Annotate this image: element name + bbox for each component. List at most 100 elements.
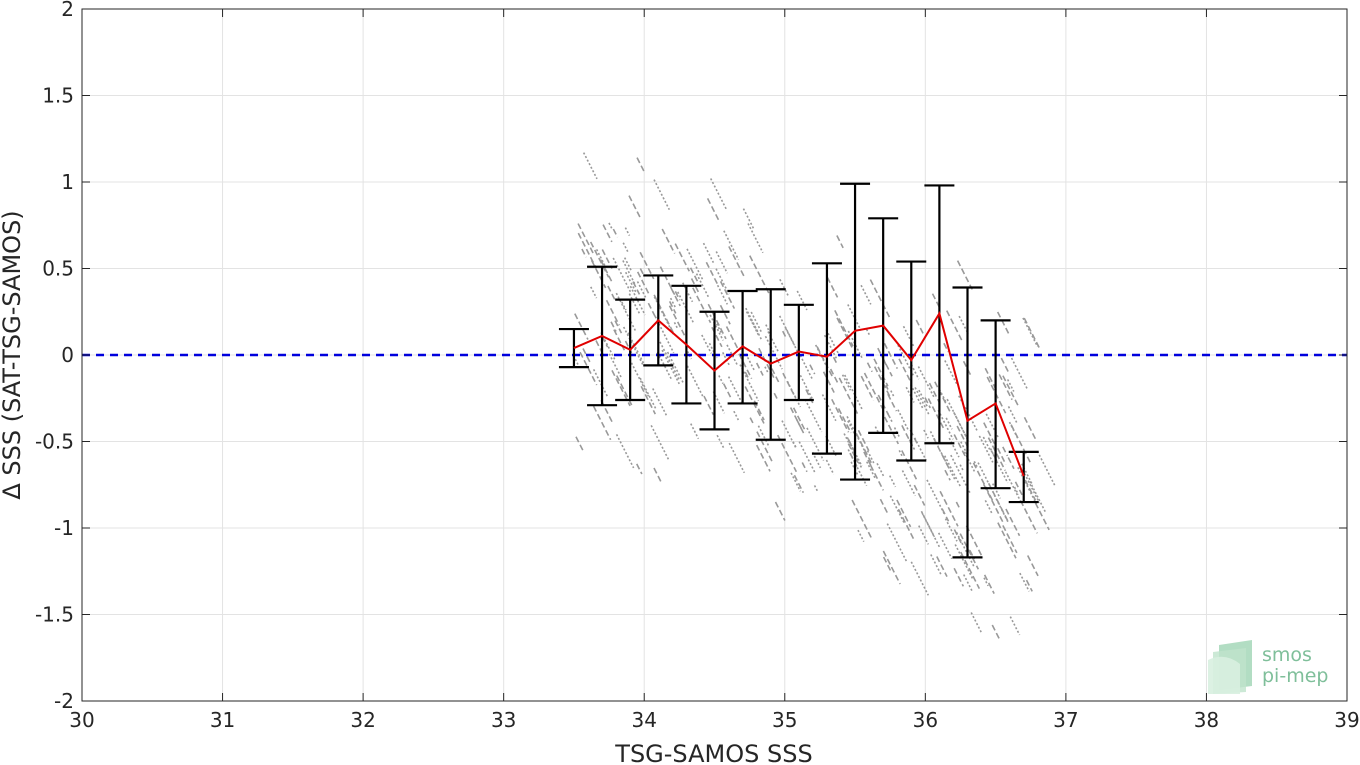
scatter-point (962, 360, 973, 378)
scatter-point (607, 285, 616, 300)
scatter-point (959, 533, 980, 570)
scatter-point (931, 293, 940, 308)
scatter-point (982, 436, 992, 452)
scatter-point (860, 375, 875, 401)
scatter-point (744, 371, 750, 379)
error-bar (952, 286, 983, 559)
scatter-point (883, 416, 900, 445)
scatter-point (882, 556, 892, 571)
scatter-point (624, 227, 631, 236)
scatter-point (863, 451, 872, 467)
scatter-point (574, 313, 589, 340)
scatter-point (773, 392, 779, 401)
scatter-point (920, 510, 936, 538)
scatter-point (718, 375, 724, 384)
scatter-point (673, 322, 679, 329)
scatter-point (944, 360, 959, 386)
scatter-point (659, 341, 681, 381)
scatter-point (778, 315, 796, 346)
wave-icon (1208, 640, 1252, 694)
scatter-point (661, 228, 676, 254)
scatter-point (960, 551, 981, 590)
scatter-point (745, 311, 760, 336)
scatter-point (936, 556, 948, 577)
scatter-point (798, 441, 816, 474)
scatter-point (728, 442, 746, 474)
x-tick-label: 31 (210, 708, 235, 732)
scatter-point (913, 484, 926, 506)
scatter-point (777, 434, 798, 473)
scatter-point (745, 353, 756, 372)
scatter-point (996, 447, 1007, 465)
scatter-point (821, 394, 837, 422)
scatter-point (843, 374, 864, 411)
scatter-point (849, 452, 859, 469)
scatter-point (873, 366, 891, 397)
scatter-point (896, 499, 912, 528)
scatter-point (941, 508, 950, 522)
scatter-point (669, 297, 676, 308)
scatter-point (690, 423, 700, 440)
scatter-point (715, 251, 729, 274)
x-tick-label: 35 (772, 708, 797, 732)
scatter-point (592, 368, 608, 397)
scatter-point (1023, 416, 1037, 441)
scatter-point (998, 374, 1013, 401)
scatter-point (805, 389, 814, 404)
scatter-point (592, 405, 612, 441)
scatter-point (595, 249, 607, 268)
y-tick-label: -2 (54, 689, 74, 713)
scatter-point (789, 407, 803, 431)
y-tick-label: 1.5 (42, 84, 74, 108)
scatter-point (1008, 421, 1019, 440)
scatter-point (825, 329, 842, 359)
scatter-point (707, 303, 727, 340)
scatter-point (723, 230, 740, 260)
scatter-point (887, 393, 898, 412)
scatter-point (636, 271, 651, 296)
mean-bias-line (573, 310, 1025, 477)
scatter-point (946, 310, 963, 341)
scatter-point (705, 261, 720, 287)
y-tick-label: -1.5 (35, 603, 74, 627)
scatter-point (636, 281, 647, 298)
scatter-point (668, 305, 686, 337)
scatter-point (937, 409, 954, 440)
x-tick-label: 36 (913, 708, 938, 732)
scatter-point (797, 351, 814, 381)
scatter-point (709, 178, 728, 211)
scatter-point (829, 368, 840, 385)
x-axis: 30 31 32 33 34 35 36 37 38 39 (69, 9, 1360, 732)
scatter-point (836, 235, 844, 249)
scatter-point (796, 419, 805, 435)
scatter-point (757, 425, 771, 448)
scatter-point (1005, 508, 1021, 537)
scatter-point (997, 522, 1017, 559)
scatter-point (991, 624, 1001, 640)
scatter-point (689, 267, 700, 284)
scatter-point (599, 259, 613, 283)
x-tick-label: 39 (1334, 708, 1359, 732)
scatter-point (959, 464, 965, 473)
scatter-point (722, 351, 731, 367)
scatter-point (869, 279, 891, 319)
scatter-point (666, 351, 685, 385)
scatter-point (929, 431, 940, 448)
scatter-point (774, 501, 786, 521)
scatter-point (1024, 479, 1037, 501)
scatter-point (918, 389, 928, 407)
y-tick-label: -1 (54, 516, 74, 540)
scatter-point (612, 228, 619, 238)
scatter-point (914, 387, 930, 415)
scatter-point (639, 268, 646, 278)
scatter-point (1014, 481, 1023, 496)
scatter-point (1002, 375, 1020, 408)
scatter-point (825, 459, 835, 475)
scatter-point (866, 362, 873, 373)
scatter-point (582, 152, 598, 180)
scatter-point (574, 358, 580, 368)
scatter-point (632, 281, 641, 295)
scatter-point (582, 348, 592, 365)
scatter-point (898, 358, 911, 381)
